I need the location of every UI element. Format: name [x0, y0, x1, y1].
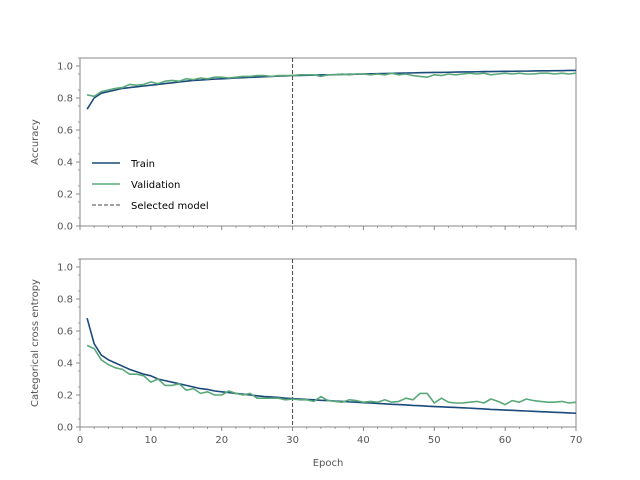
x-tick-label: 70 [570, 435, 583, 446]
y-tick-label: 1.0 [57, 62, 73, 73]
x-tick-label: 10 [144, 435, 157, 446]
x-tick-label: 30 [286, 435, 299, 446]
y-axis-label: Accuracy [30, 119, 41, 165]
legend-validation-label: Validation [131, 180, 180, 191]
x-tick-label: 0 [77, 435, 83, 446]
legend-train-label: Train [130, 159, 155, 170]
y-tick-label: 0.6 [57, 327, 73, 338]
x-tick-label: 60 [499, 435, 512, 446]
legend-selected-model-label: Selected model [131, 201, 209, 212]
x-tick-label: 40 [357, 435, 370, 446]
validation-series-line [86, 72, 577, 98]
y-axis-label: Categorical cross entropy [30, 279, 41, 407]
x-tick-label: 20 [215, 435, 228, 446]
y-tick-label: 0.8 [57, 94, 73, 105]
x-tick-label: 50 [428, 435, 441, 446]
x-axis-label: Epoch [313, 458, 344, 469]
y-tick-label: 0.0 [57, 423, 73, 434]
y-tick-label: 0.6 [57, 126, 73, 137]
plot-area-frame [79, 258, 577, 428]
train-series-line [86, 317, 577, 415]
plot-area-frame [79, 57, 577, 227]
train-series-line [86, 69, 576, 110]
y-tick-label: 0.0 [57, 222, 73, 233]
validation-series-line [86, 344, 577, 406]
y-tick-label: 0.2 [57, 190, 73, 201]
y-tick-label: 1.0 [57, 263, 73, 274]
y-tick-label: 0.4 [57, 158, 73, 169]
y-tick-label: 0.2 [57, 391, 73, 402]
y-tick-label: 0.8 [57, 295, 73, 306]
y-tick-label: 0.4 [57, 359, 73, 370]
